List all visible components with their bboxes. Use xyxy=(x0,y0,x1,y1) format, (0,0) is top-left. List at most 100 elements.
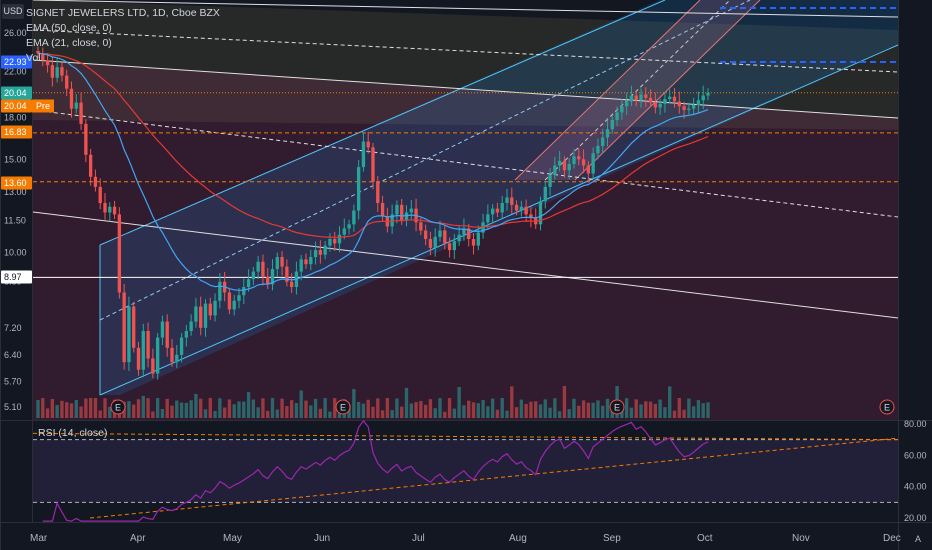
volume-bar xyxy=(170,405,174,418)
candle-body xyxy=(672,96,677,102)
price-tick-label: 11.50 xyxy=(4,215,26,225)
volume-bar xyxy=(500,398,504,418)
volume-bar xyxy=(256,407,260,418)
candle-body xyxy=(486,214,490,223)
time-tick-label: Dec xyxy=(883,533,901,544)
volume-bar xyxy=(395,398,399,418)
volume-bar xyxy=(50,399,55,418)
volume-bar xyxy=(294,403,299,418)
candle-body xyxy=(151,358,155,374)
candle-body xyxy=(45,60,50,66)
legend-ema21[interactable]: EMA (21, close, 0) xyxy=(26,37,112,49)
price-tick-label: 18.00 xyxy=(4,112,27,122)
volume-bar xyxy=(352,389,356,418)
volume-bar xyxy=(519,399,524,418)
candle-body xyxy=(275,257,279,270)
candle-body xyxy=(524,206,528,215)
volume-bar xyxy=(141,395,145,418)
rsi-support-trend xyxy=(89,437,899,519)
candle-body xyxy=(514,204,519,211)
volume-bar xyxy=(605,398,610,418)
volume-bar xyxy=(495,409,500,418)
earnings-marker-label: E xyxy=(340,403,346,413)
candle-body xyxy=(65,75,69,89)
candle-body xyxy=(500,203,504,213)
time-tick-label: Oct xyxy=(697,533,713,544)
volume-bar xyxy=(69,403,74,418)
volume-bar xyxy=(36,400,40,418)
candle-body xyxy=(203,303,208,328)
candle-body xyxy=(457,234,461,242)
mid-zone-fill xyxy=(33,60,898,130)
left-scale-edge xyxy=(32,0,33,522)
candle-body xyxy=(251,271,256,280)
lower-zone-fill xyxy=(33,120,898,420)
candle-body xyxy=(285,266,289,282)
volume-bar xyxy=(208,398,212,418)
candle-body xyxy=(601,137,605,146)
price-tick-label: 7.20 xyxy=(4,323,22,333)
volume-bar xyxy=(409,403,413,418)
candle-body xyxy=(443,230,447,244)
candle-body xyxy=(50,65,55,78)
candle-body xyxy=(519,206,524,211)
volume-bar xyxy=(309,405,313,418)
pre-market-tag-label: Pre xyxy=(36,101,50,111)
volume-bar xyxy=(361,403,366,418)
legend-ema50[interactable]: EMA (50, close, 0) xyxy=(26,22,112,34)
candle-body xyxy=(605,129,610,138)
rsi-band-fill xyxy=(33,439,898,503)
volume-bar xyxy=(601,405,605,418)
candle-body xyxy=(55,67,59,78)
steep-fork-median xyxy=(544,0,731,181)
volume-bar xyxy=(490,398,495,418)
volume-bar xyxy=(486,406,490,418)
currency-label[interactable]: USD xyxy=(2,4,24,19)
volume-bar xyxy=(385,398,390,418)
channel-mid-line xyxy=(99,0,751,321)
candle-body xyxy=(663,99,667,104)
volume-bar xyxy=(591,402,595,418)
legend-vol[interactable]: Vol xyxy=(26,52,41,64)
candle-body xyxy=(352,210,356,225)
candle-body xyxy=(208,303,212,316)
volume-bar xyxy=(74,399,78,418)
candle-body xyxy=(328,239,332,246)
candle-body xyxy=(390,214,394,227)
auto-scale-button[interactable]: A xyxy=(914,534,921,544)
candle-body xyxy=(366,141,370,148)
volume-bar xyxy=(227,399,232,418)
volume-bar xyxy=(98,410,102,418)
rsi-legend[interactable]: RSI (14, close) xyxy=(38,427,108,439)
volume-bar xyxy=(184,402,189,418)
candle-body xyxy=(400,204,404,221)
candle-body xyxy=(591,153,595,174)
volume-bar xyxy=(553,398,557,418)
candle-body xyxy=(433,236,437,248)
volume-bar xyxy=(581,400,586,418)
volume-bar xyxy=(452,408,457,418)
volume-bar xyxy=(467,400,471,418)
volume-bar xyxy=(639,404,643,418)
ema50-line xyxy=(37,52,709,239)
volume-bar xyxy=(194,393,198,418)
price-label-text: 20.04 xyxy=(4,88,27,98)
legend-title[interactable]: SIGNET JEWELERS LTD, 1D, Cboe BZX xyxy=(26,7,220,19)
candle-body xyxy=(447,243,452,251)
candle-body xyxy=(428,239,433,248)
candle-body xyxy=(256,261,260,272)
rsi-tick-label: 60.00 xyxy=(904,450,927,460)
price-tick-label: 22.00 xyxy=(4,66,27,76)
volume-bar xyxy=(328,411,332,418)
price-label-text: 22.93 xyxy=(4,57,27,67)
earnings-marker xyxy=(335,399,351,415)
volume-bar xyxy=(222,407,227,418)
candle-body xyxy=(467,228,471,240)
volume-bar xyxy=(653,403,658,418)
rsi-tick-label: 80.00 xyxy=(904,419,927,429)
candle-body xyxy=(567,163,571,171)
candle-body xyxy=(548,175,552,187)
volume-bar xyxy=(687,398,691,418)
candle-body xyxy=(299,259,303,272)
